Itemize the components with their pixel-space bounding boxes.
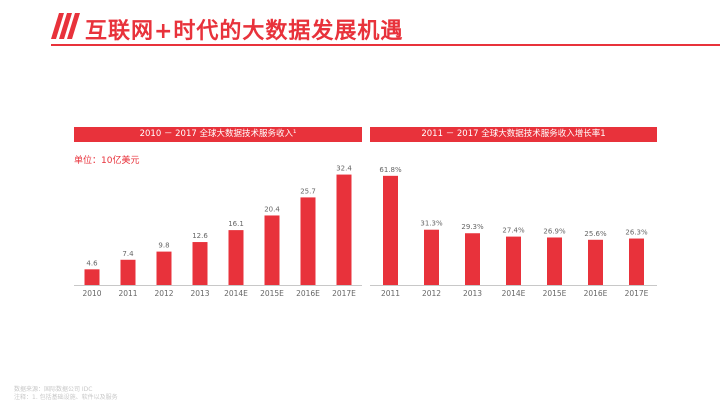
growth-tick-label: 2012 (422, 289, 441, 298)
revenue-tick-label: 2016E (296, 289, 320, 298)
unit-label: 单位：10亿美元 (74, 156, 140, 166)
revenue-bar-2016E (300, 197, 316, 285)
revenue-value-label: 7.4 (122, 250, 134, 258)
growth-value-label: 27.4% (502, 227, 525, 235)
revenue-value-label: 20.4 (264, 205, 280, 213)
growth-tick-label: 2017E (625, 289, 649, 298)
footer-note: 注释：1. 包括基础设施、软件以及服务 (14, 394, 118, 401)
growth-value-label: 29.3% (461, 223, 484, 231)
revenue-value-label: 16.1 (228, 220, 244, 228)
growth-bar-2012 (424, 229, 439, 285)
growth-tick-label: 2011 (381, 289, 400, 298)
revenue-tick-label: 2015E (260, 289, 284, 298)
growth-value-label: 26.9% (543, 227, 566, 235)
revenue-tick-label: 2012 (154, 289, 173, 298)
revenue-value-label: 4.6 (86, 259, 98, 267)
revenue-value-label: 25.7 (300, 187, 316, 195)
revenue-bar-2012 (156, 251, 172, 285)
growth-value-label: 26.3% (625, 229, 648, 237)
right-panel-title: 2011 － 2017 全球大数据技术服务收入增长率1 (370, 127, 657, 142)
title-stripes-icon (51, 13, 80, 39)
growth-bar-2014E (506, 236, 521, 285)
revenue-value-label: 12.6 (192, 232, 208, 240)
revenue-tick-label: 2013 (190, 289, 209, 298)
growth-value-label: 31.3% (420, 220, 443, 228)
revenue-bar-2014E (228, 230, 244, 285)
footer-source: 数据来源：国际数据公司 IDC (14, 386, 93, 393)
revenue-tick-label: 2017E (332, 289, 356, 298)
revenue-value-label: 9.8 (158, 242, 169, 250)
revenue-tick-label: 2014E (224, 289, 248, 298)
growth-tick-label: 2013 (463, 289, 482, 298)
growth-bar-2011 (383, 175, 398, 285)
revenue-bar-2017E (336, 174, 352, 285)
growth-value-label: 25.6% (584, 230, 607, 238)
growth-bar-2013 (465, 233, 480, 285)
page-title: 互联网+时代的大数据发展机遇 (85, 19, 404, 44)
revenue-bar-2015E (264, 215, 280, 285)
revenue-tick-label: 2011 (118, 289, 137, 298)
revenue-bar-2011 (120, 259, 136, 285)
revenue-bar-2010 (84, 269, 100, 285)
growth-bar-2016E (588, 239, 603, 285)
revenue-bar-2013 (192, 242, 208, 285)
growth-bar-2015E (547, 237, 562, 285)
left-panel-title: 2010 － 2017 全球大数据技术服务收入¹ (74, 127, 362, 142)
growth-tick-label: 2014E (502, 289, 526, 298)
growth-tick-label: 2016E (584, 289, 608, 298)
growth-tick-label: 2015E (543, 289, 567, 298)
growth-value-label: 61.8% (379, 166, 402, 174)
revenue-value-label: 32.4 (336, 165, 352, 173)
title-divider (51, 44, 720, 46)
growth-bar-2017E (629, 238, 644, 285)
revenue-tick-label: 2010 (82, 289, 101, 298)
